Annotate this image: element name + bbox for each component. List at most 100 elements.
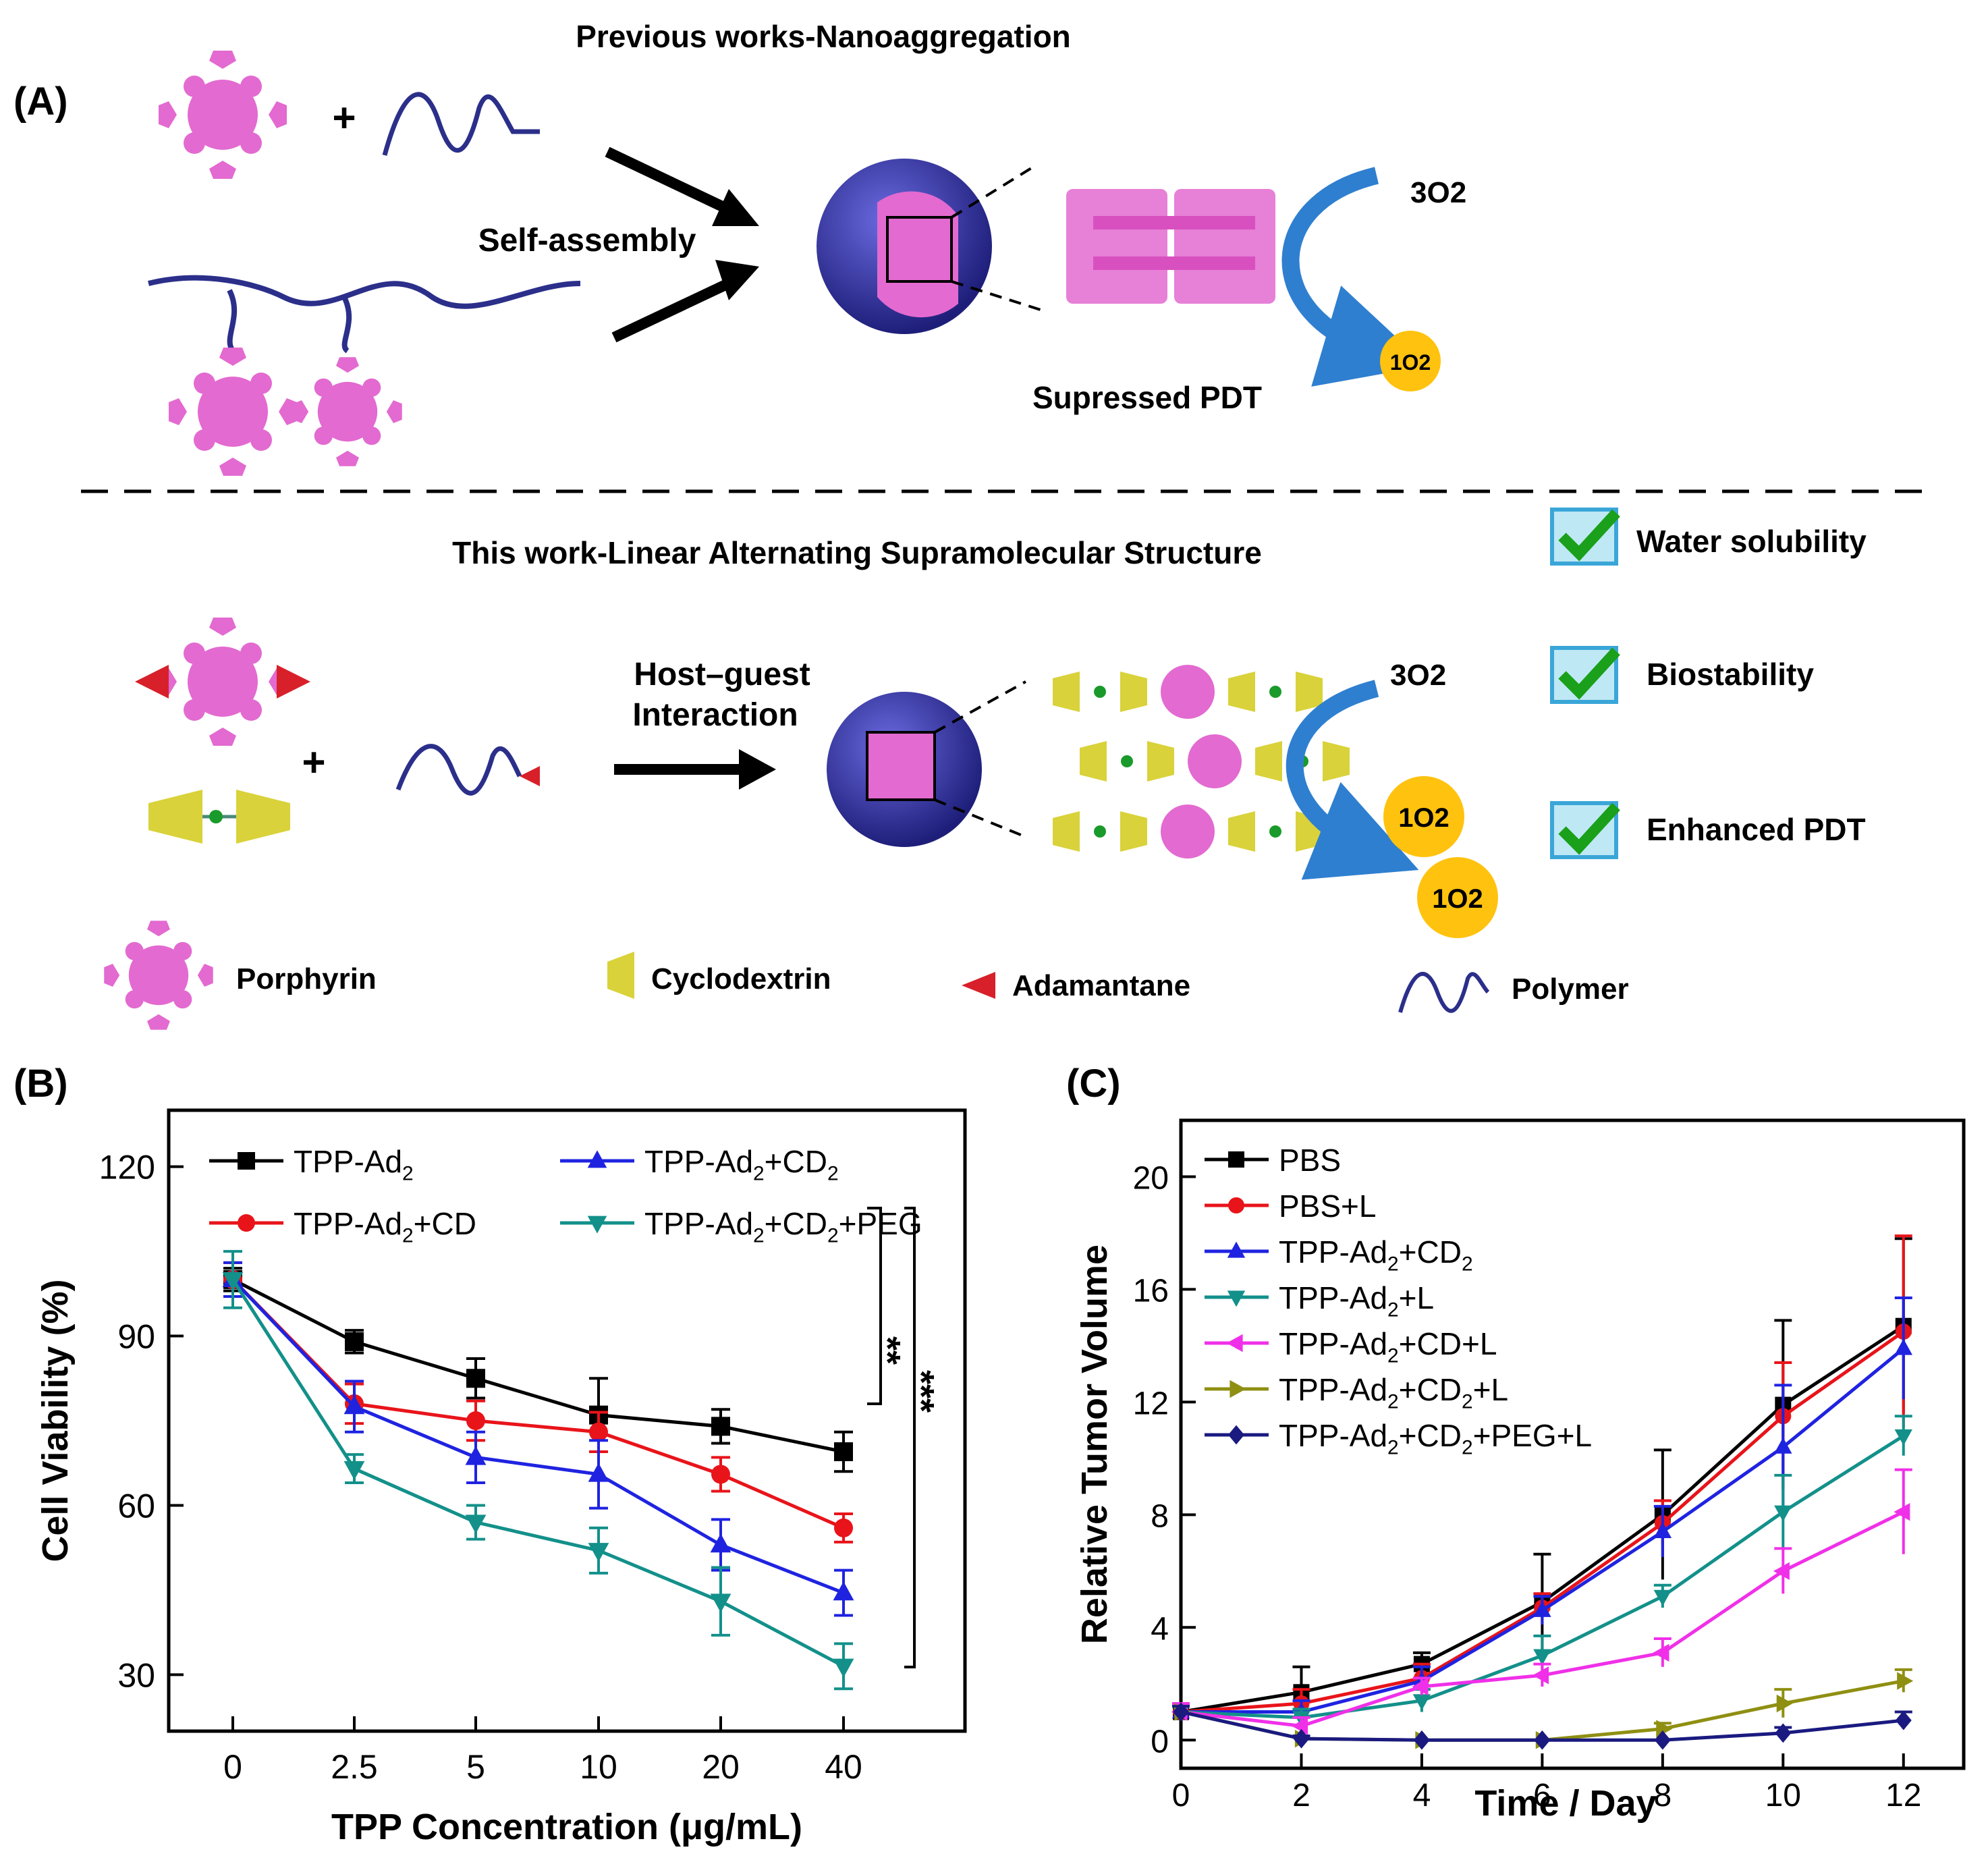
polymer-icon (382, 92, 540, 156)
triplet-o2-text: 3O2 (1410, 176, 1466, 209)
x-tick-label-b: 2.5 (331, 1748, 378, 1786)
data-point-c (1774, 1437, 1792, 1454)
legend-label-c: TPP-Ad2​+CD+L (1279, 1326, 1497, 1367)
legend-label-b: TPP-Ad2​+CD (294, 1206, 476, 1247)
legend-marker-c (1226, 1334, 1243, 1353)
x-tick-label-c: 4 (1413, 1778, 1431, 1813)
polymer-icon (395, 744, 522, 796)
polymer-legend-icon (1398, 972, 1490, 1013)
energy-transfer-arrow (1281, 167, 1427, 387)
legend-c: PBS PBS+L TPP-Ad2​+CD2​TPP-Ad2​+L TPP-Ad2​+… (1205, 1143, 1592, 1459)
arrow-icon (611, 275, 738, 343)
check-icon (1550, 801, 1620, 859)
data-point-b (588, 1463, 609, 1482)
top-title: Previous works-Nanoaggregation (576, 19, 1071, 54)
check-icon (1550, 508, 1620, 566)
data-point-b (465, 1514, 487, 1534)
data-point-b (833, 1581, 854, 1601)
x-tick-label-b: 40 (825, 1748, 862, 1786)
x-tick-label-b: 0 (223, 1748, 242, 1786)
data-point-b (222, 1272, 244, 1291)
check-icon (1550, 646, 1620, 704)
data-point-c (1775, 1723, 1792, 1743)
x-tick-label-c: 10 (1765, 1778, 1801, 1813)
series-line-b (231, 1278, 844, 1595)
data-point-b (466, 1369, 485, 1388)
triplet-o2-label: 3O2 (1390, 659, 1446, 692)
data-point-c (1776, 1694, 1793, 1713)
legend-adamantane: Adamantane (1012, 969, 1190, 1002)
data-point-b (588, 1543, 609, 1562)
plus-sign: + (332, 95, 356, 140)
legend-marker-c (1230, 1380, 1246, 1398)
supramolecular-chains (1053, 665, 1350, 858)
y-axis-title-c: Relative Tumor Volume (1074, 1245, 1115, 1644)
core-icon (867, 732, 935, 800)
tick-group-b: 30 60 90 120 0 2.5 5 10 20 40 (99, 1149, 862, 1786)
porphyrin-icon (293, 357, 402, 466)
y-tick-label-b: 30 (117, 1656, 155, 1694)
arrowhead-icon (712, 189, 759, 226)
x-axis-title-c: Time / Day (1474, 1783, 1656, 1824)
data-point-b (589, 1422, 608, 1442)
data-point-b (710, 1593, 731, 1613)
checklist: Water solubility Biostability Enhanced P… (1550, 508, 1867, 859)
zoom-line (951, 280, 1043, 312)
legend-label-b: TPP-Ad2​+CD2​ (644, 1144, 839, 1185)
polymer-chain (148, 275, 581, 309)
significance-label-1: ** (867, 1336, 908, 1365)
data-point-c (1534, 1730, 1551, 1750)
core-icon (877, 191, 958, 318)
arrowhead-icon (739, 749, 776, 790)
zoom-box (866, 731, 936, 801)
self-assembly-label: Self-assembly (478, 223, 696, 258)
data-point-c (1895, 1710, 1912, 1730)
x-tick-label-c: 0 (1172, 1778, 1190, 1813)
y-tick-label-b: 60 (117, 1487, 155, 1525)
check-biostability: Biostability (1647, 657, 1814, 692)
legend-label-c: TPP-Ad2​+CD2​ (1279, 1234, 1473, 1276)
check-water-solubility: Water solubility (1636, 524, 1867, 559)
panel-b-label: (B) (13, 1062, 68, 1106)
data-point-b (345, 1332, 364, 1351)
x-tick-label-b: 20 (702, 1748, 740, 1786)
y-tick-label-c: 16 (1133, 1273, 1169, 1309)
pendant-link (341, 296, 352, 354)
data-point-c (1894, 1338, 1912, 1355)
plot-frame-b (167, 1108, 967, 1733)
data-point-b (834, 1442, 853, 1461)
adamantane-icon (277, 665, 310, 699)
triplet-o2-label: 3O2 (1410, 176, 1466, 209)
data-point-c (1897, 1672, 1914, 1690)
data-point-c (1774, 1505, 1792, 1522)
x-tick-label-c: 2 (1292, 1778, 1310, 1813)
x-tick-label-c: 8 (1653, 1778, 1672, 1813)
legend-porphyrin: Porphyrin (236, 962, 377, 995)
data-point-c (1653, 1521, 1672, 1538)
legend-marker-c (1228, 1425, 1244, 1445)
legend-label-c: PBS (1279, 1143, 1341, 1178)
data-point-c (1773, 1562, 1790, 1581)
y-tick-label-c: 20 (1133, 1160, 1169, 1196)
series-group-b (222, 1250, 854, 1691)
x-tick-label-b: 5 (466, 1748, 485, 1786)
legend-polymer: Polymer (1512, 973, 1629, 1006)
y-tick-label-b: 90 (117, 1318, 155, 1356)
bottom-title: This work-Linear Alternating Supramolecu… (452, 535, 1262, 570)
singlet-o2-cloud (1380, 331, 1441, 391)
x-tick-label-c: 6 (1533, 1778, 1551, 1813)
x-tick-label-b: 10 (580, 1748, 617, 1786)
data-point-b (834, 1518, 853, 1537)
legend-label-b: TPP-Ad2​ (294, 1144, 414, 1185)
panel-c-label: (C) (1066, 1062, 1121, 1106)
legend-label-c: TPP-Ad2​+L (1279, 1280, 1434, 1321)
data-point-c (1533, 1600, 1551, 1617)
cyclodextrin-dimer-icon (148, 790, 290, 844)
y-tick-label-c: 12 (1133, 1386, 1169, 1421)
y-axis-title-b: Cell Viability (%) (35, 1279, 76, 1562)
significance-text-1: ** (867, 1336, 908, 1365)
data-point-c (1653, 1643, 1669, 1662)
data-point-c (1653, 1589, 1672, 1606)
data-point-c (1412, 1694, 1431, 1711)
